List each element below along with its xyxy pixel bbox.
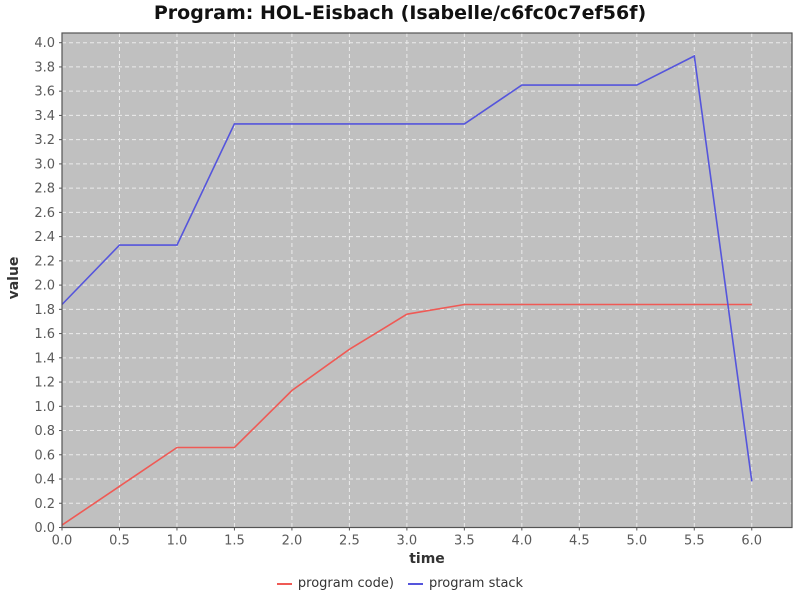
- y-tick-label: 0.8: [34, 424, 55, 439]
- y-tick-label: 2.8: [34, 182, 55, 197]
- tick-labels: 0.0 0.5 1.0 1.5 2.0 2.5 3.0 3.5 4.0 4.5 5.0 5.5 6.0 0…: [34, 36, 762, 548]
- x-tick-label: 0.0: [52, 534, 73, 549]
- x-tick-label: 1.0: [167, 534, 188, 549]
- legend-swatch-program-stack: [407, 582, 423, 585]
- y-tick-label: 1.2: [34, 376, 55, 391]
- series-line-program-code: [61, 303, 752, 526]
- legend-item-program-stack: program stack: [407, 576, 524, 591]
- y-tick-label: 0.6: [34, 448, 55, 463]
- y-tick-label: 1.4: [34, 351, 55, 366]
- y-tick-label: 3.6: [34, 85, 55, 100]
- gridlines: [61, 33, 792, 528]
- y-tick-label: 1.8: [34, 303, 55, 318]
- x-tick-label: 2.0: [282, 534, 303, 549]
- y-tick-label: 1.6: [34, 327, 55, 342]
- y-axis-label: value: [6, 256, 22, 300]
- x-tick-label: 1.5: [224, 534, 245, 549]
- y-tick-label: 0.2: [34, 497, 55, 512]
- axis-ticks: [59, 42, 753, 531]
- x-tick-label: 3.5: [454, 534, 475, 549]
- x-tick-label: 4.0: [511, 534, 532, 549]
- legend-label-program-stack: program stack: [428, 576, 524, 591]
- chart-title: Program: HOL-Eisbach (Isabelle/c6fc0c7ef…: [153, 2, 647, 24]
- plot-border: [61, 32, 793, 529]
- y-tick-label: 1.0: [34, 400, 55, 415]
- y-tick-label: 0.4: [34, 473, 55, 488]
- y-tick-label: 3.2: [34, 133, 55, 148]
- x-tick-label: 5.0: [626, 534, 647, 549]
- x-axis-label: time: [409, 551, 445, 567]
- y-tick-label: 2.0: [34, 279, 55, 294]
- legend-label-program-code: program code): [297, 576, 394, 591]
- x-tick-label: 0.5: [109, 534, 130, 549]
- legend: program code) program stack: [0, 576, 800, 591]
- y-tick-label: 0.0: [34, 521, 55, 536]
- x-tick-label: 6.0: [741, 534, 762, 549]
- plot-background: [62, 33, 792, 528]
- x-tick-label: 3.0: [397, 534, 418, 549]
- x-tick-label: 5.5: [684, 534, 705, 549]
- x-tick-label: 4.5: [569, 534, 590, 549]
- y-tick-label: 2.6: [34, 206, 55, 221]
- y-tick-label: 3.4: [34, 109, 55, 124]
- y-tick-label: 3.8: [34, 60, 55, 75]
- y-tick-label: 3.0: [34, 157, 55, 172]
- legend-swatch-program-code: [276, 582, 292, 585]
- legend-item-program-code: program code): [276, 576, 394, 591]
- y-tick-label: 2.2: [34, 254, 55, 269]
- series-line-program-stack: [61, 54, 753, 482]
- y-tick-label: 2.4: [34, 230, 55, 245]
- x-tick-label: 2.5: [339, 534, 360, 549]
- y-tick-label: 4.0: [34, 36, 55, 51]
